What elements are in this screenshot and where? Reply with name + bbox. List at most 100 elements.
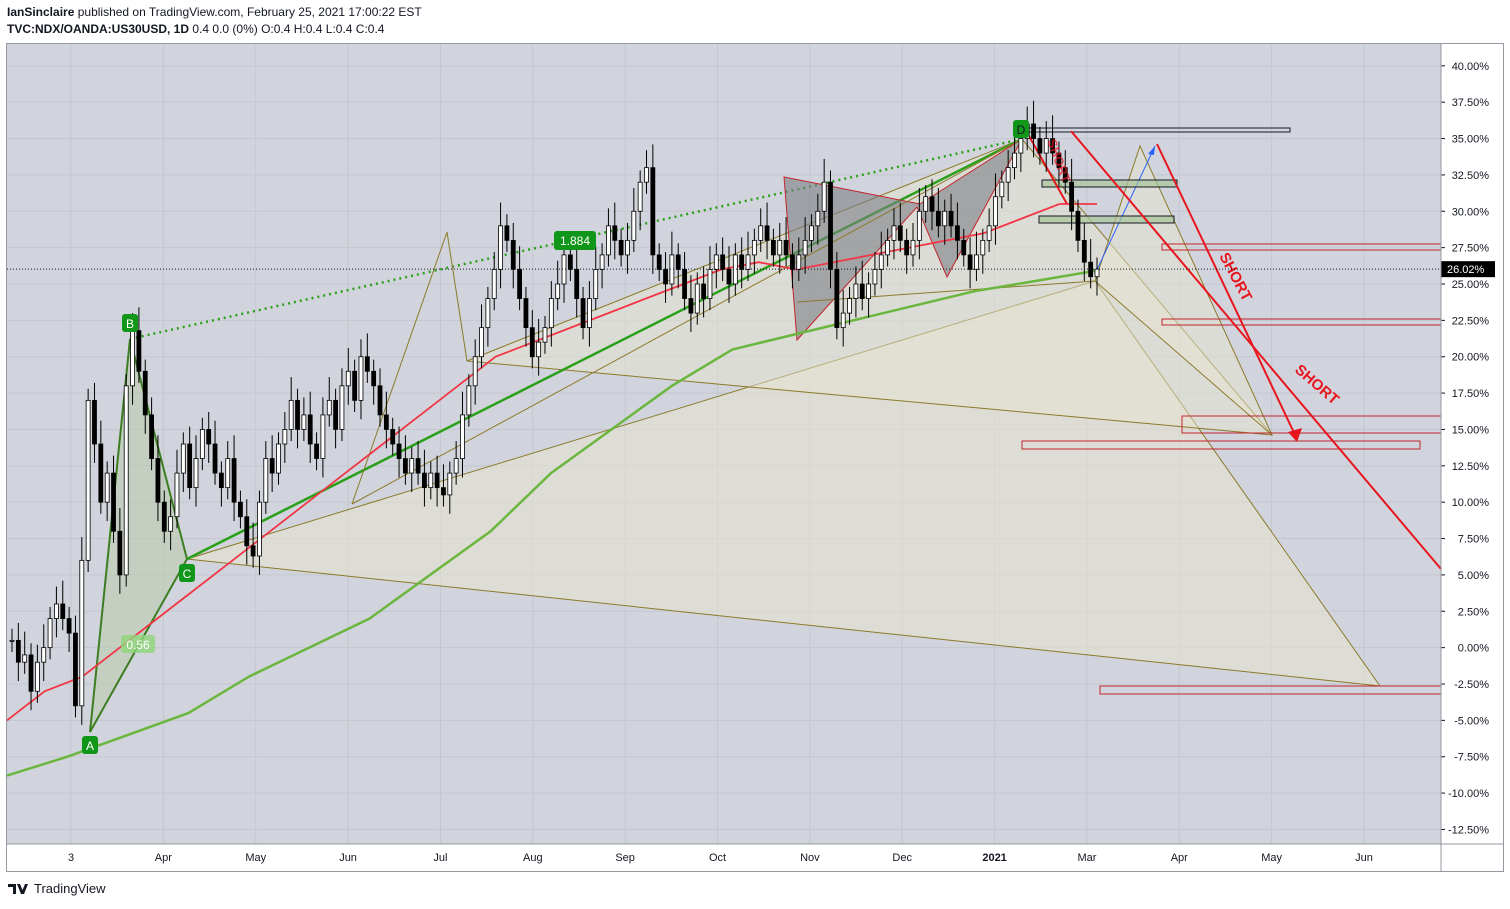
y-tick-label: 2.50%: [1458, 606, 1489, 618]
ratio-1884-box: [554, 231, 596, 250]
candle-body: [193, 458, 199, 489]
candle-body: [523, 298, 529, 329]
candle-body: [955, 225, 960, 241]
candle-body: [663, 269, 668, 285]
candle-body: [1056, 152, 1062, 169]
candle-body: [974, 254, 979, 270]
x-tick-label: Mar: [1077, 852, 1096, 864]
candle-body: [9, 639, 15, 642]
candle-body: [326, 399, 332, 416]
candle-body: [567, 254, 573, 270]
candle-body: [364, 356, 370, 372]
candle-body: [853, 283, 859, 299]
candle-body: [34, 661, 40, 692]
candle-body: [1081, 239, 1087, 263]
candle-body: [244, 516, 250, 547]
price-axis[interactable]: 40.00% 37.50% 35.00% 32.50% 30.00% 27.50% 25.0…: [1441, 61, 1489, 837]
candle-body: [98, 443, 104, 503]
label-b: B: [126, 317, 134, 331]
candle-body: [688, 298, 694, 314]
candle-body: [47, 618, 53, 649]
candle-body: [174, 472, 180, 518]
zone-box-green-2: [1038, 215, 1175, 224]
candle-body: [60, 603, 66, 619]
candle-body: [333, 399, 338, 430]
candle-body: [54, 603, 59, 619]
candle-body: [352, 370, 358, 401]
candle-body: [383, 414, 389, 430]
candle-body: [276, 443, 281, 474]
candle-body: [187, 443, 193, 489]
chart-panel[interactable]: SHORT SHORT SHORT A B C D 0.56 1.884 26.…: [6, 43, 1504, 872]
candle-body: [402, 458, 408, 474]
candle-body: [79, 559, 85, 707]
chart-svg[interactable]: SHORT SHORT SHORT A B C D 0.56 1.884 26.…: [6, 44, 1503, 871]
candle-body: [650, 167, 656, 256]
candle-body: [1043, 138, 1049, 154]
label-a-box: [82, 736, 98, 754]
candle-body: [206, 429, 212, 445]
x-tick-label: Oct: [709, 852, 726, 864]
candle-body: [415, 458, 421, 474]
candle-body: [142, 370, 148, 416]
x-tick-label: Apr: [155, 852, 172, 864]
candle-body: [707, 269, 713, 299]
candle-body: [599, 254, 605, 270]
wedge-line-4: [796, 280, 1096, 303]
candle-body: [422, 472, 427, 489]
wedge-line-2: [446, 231, 468, 362]
ohlc-values: 0.4 0.0 (0%) O:0.4 H:0.4 L:0.4 C:0.4: [192, 22, 385, 36]
candle-body: [999, 181, 1005, 198]
x-tick-label: May: [1261, 852, 1282, 864]
candle-body: [555, 283, 561, 299]
candle-body: [967, 254, 973, 270]
candle-body: [428, 472, 434, 489]
y-tick-label: 5.00%: [1458, 570, 1489, 582]
candle-body: [644, 167, 649, 183]
y-tick-label: -7.50%: [1454, 752, 1489, 764]
candle-body: [485, 298, 491, 329]
candle-body: [155, 458, 161, 503]
candle-body: [377, 385, 383, 416]
short-line-steep: [1156, 143, 1298, 440]
candle-body: [498, 225, 503, 270]
x-tick-label: Apr: [1171, 852, 1188, 864]
candle-body: [751, 239, 757, 256]
harmonic-a-c-dotted: [89, 558, 188, 733]
candle-body: [339, 385, 345, 430]
candle-body: [491, 269, 497, 299]
author-name[interactable]: IanSinclaire: [7, 5, 75, 19]
footer: TradingView: [8, 881, 106, 896]
candle-body: [66, 618, 72, 634]
candle-body: [307, 414, 313, 445]
candle-body: [453, 458, 459, 474]
y-tick-label: 27.50%: [1452, 243, 1490, 255]
candle-body: [123, 385, 129, 576]
candle-body: [834, 269, 840, 329]
label-d-box: [1013, 120, 1029, 138]
blue-projection-arrow: [1094, 145, 1156, 275]
time-axis[interactable]: 3 Apr May Jun Jul Aug Sep Oct Nov Dec 2021 Mar Apr Ma…: [68, 852, 1373, 864]
candle-body: [180, 443, 186, 474]
candle-body: [345, 370, 351, 387]
pattern-point-labels: A B C D 0.56 1.884: [82, 120, 1029, 754]
candle-body: [15, 639, 21, 663]
candle-body: [117, 530, 123, 576]
candle-body: [1012, 152, 1017, 169]
x-tick-label: 3: [68, 852, 74, 864]
y-tick-label: 37.50%: [1452, 97, 1490, 109]
zone-box-green-1: [1041, 179, 1178, 188]
short-arrowhead: [1288, 428, 1302, 442]
candle-body: [656, 254, 662, 270]
candle-body: [631, 210, 637, 241]
tradingview-logo-icon[interactable]: [8, 882, 30, 896]
gray-pattern-left: [783, 137, 1024, 342]
candle-body: [111, 472, 116, 532]
candle-body: [783, 239, 789, 256]
x-tick-label: Sep: [615, 852, 635, 864]
footer-brand[interactable]: TradingView: [34, 881, 106, 896]
candle-body: [269, 458, 275, 474]
candle-body: [948, 210, 954, 227]
candle-body: [828, 181, 833, 270]
candle-body: [1050, 138, 1055, 154]
